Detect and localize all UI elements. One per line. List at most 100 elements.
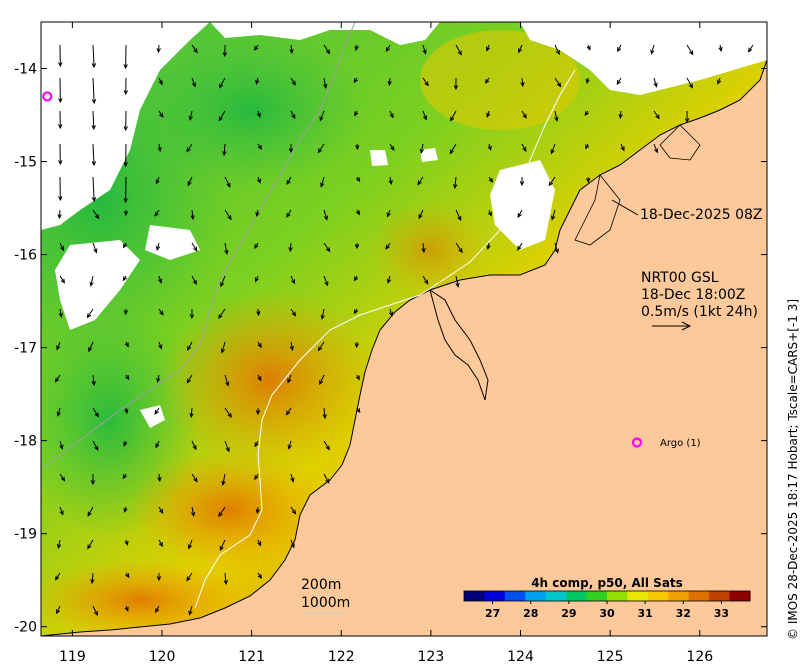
colorbar-segment — [525, 591, 547, 601]
current-vector — [551, 209, 556, 220]
current-vector — [554, 242, 559, 253]
current-vector — [223, 143, 226, 156]
current-vector — [87, 506, 94, 516]
current-vector — [686, 44, 694, 55]
y-tick-label: -15 — [14, 155, 37, 171]
credit-label: © IMOS 28-Dec-2025 18:17 Hobart; Tscale=… — [786, 299, 800, 640]
current-vector — [318, 341, 325, 351]
current-vector — [548, 176, 556, 186]
current-vector — [191, 77, 196, 87]
pass-time-leader — [611, 199, 639, 216]
current-vector — [59, 473, 65, 481]
current-vector — [158, 506, 164, 514]
current-vector — [521, 143, 527, 152]
current-vector — [155, 440, 160, 448]
current-vector — [323, 473, 330, 483]
colorbar-segment — [709, 591, 731, 601]
current-vector — [224, 572, 227, 584]
current-vector — [92, 440, 99, 451]
x-tick-label: 119 — [59, 649, 86, 665]
colorbar: 4h comp, p50, All Sats 27 28 29 30 31 32 33 — [463, 576, 751, 620]
current-vector — [290, 275, 295, 284]
current-vector — [521, 77, 524, 87]
colorbar-segment — [504, 591, 526, 601]
x-axis: 119 120 121 122 123 124 125 126 — [59, 22, 713, 665]
x-tick-label: 121 — [238, 649, 265, 665]
colorbar-segment — [627, 591, 649, 601]
current-vector — [455, 242, 463, 253]
current-vector — [219, 77, 226, 88]
current-vector — [191, 242, 198, 251]
current-vector — [616, 77, 622, 85]
current-vector — [218, 308, 226, 319]
colorbar-segment — [464, 591, 485, 601]
current-vector — [287, 374, 292, 383]
current-vector — [88, 341, 94, 352]
current-vector — [92, 209, 100, 219]
map-body — [41, 22, 767, 636]
current-vector — [186, 143, 193, 152]
current-vector — [290, 539, 295, 548]
colorbar-segment — [729, 591, 751, 601]
contour-200m — [194, 69, 576, 609]
colorbar-tick-label: 31 — [637, 607, 652, 620]
current-vector — [323, 77, 327, 88]
scale-arrow — [652, 321, 692, 331]
current-vector — [58, 209, 61, 219]
current-vector — [653, 77, 657, 87]
current-vector — [91, 572, 94, 584]
current-vector — [92, 143, 95, 166]
current-vector — [90, 275, 94, 286]
current-vector — [219, 539, 226, 551]
current-vector — [158, 77, 163, 85]
contour-1000m — [41, 22, 356, 471]
current-vector — [221, 341, 226, 353]
current-vector — [224, 242, 228, 254]
current-vector — [189, 110, 193, 120]
current-vector — [422, 110, 427, 120]
current-vector — [59, 242, 64, 251]
current-vector — [87, 308, 94, 318]
current-vector — [323, 440, 330, 450]
current-vector — [224, 209, 232, 220]
current-vector — [290, 44, 293, 54]
current-time-label: 18-Dec 18:00Z — [641, 287, 745, 303]
current-vector — [454, 176, 457, 188]
argo-floats — [42, 91, 643, 448]
current-vector — [187, 176, 193, 186]
current-vector — [550, 143, 556, 154]
current-vector — [748, 44, 754, 52]
colorbar-tick-label: 32 — [676, 607, 691, 620]
x-tick-label: 124 — [507, 649, 534, 665]
current-vector — [319, 110, 325, 121]
current-vector — [56, 341, 61, 350]
current-vector — [157, 374, 160, 382]
current-vector — [55, 572, 61, 580]
current-vector — [224, 407, 232, 418]
current-vector — [290, 341, 294, 350]
current-vector — [455, 275, 459, 287]
current-vector — [422, 275, 429, 284]
x-tick-label: 126 — [686, 649, 713, 665]
current-vector — [389, 308, 393, 316]
current-vector — [323, 209, 328, 220]
current-vector — [191, 506, 195, 516]
current-vector — [417, 176, 424, 185]
current-vector — [389, 110, 394, 118]
current-vector — [218, 506, 226, 517]
current-vector — [323, 407, 326, 419]
current-vector — [158, 539, 163, 547]
current-vector — [57, 539, 61, 548]
current-vector — [554, 77, 561, 87]
current-vector — [422, 44, 427, 54]
current-vector — [286, 209, 292, 218]
colorbar-title: 4h comp, p50, All Sats — [531, 576, 683, 590]
current-vector — [156, 242, 160, 250]
current-vector — [191, 440, 197, 450]
current-vector — [57, 407, 61, 416]
current-vector — [319, 374, 325, 385]
current-vector — [158, 110, 164, 118]
current-vector — [385, 242, 391, 250]
current-vector — [286, 407, 292, 415]
current-vector — [455, 44, 462, 55]
